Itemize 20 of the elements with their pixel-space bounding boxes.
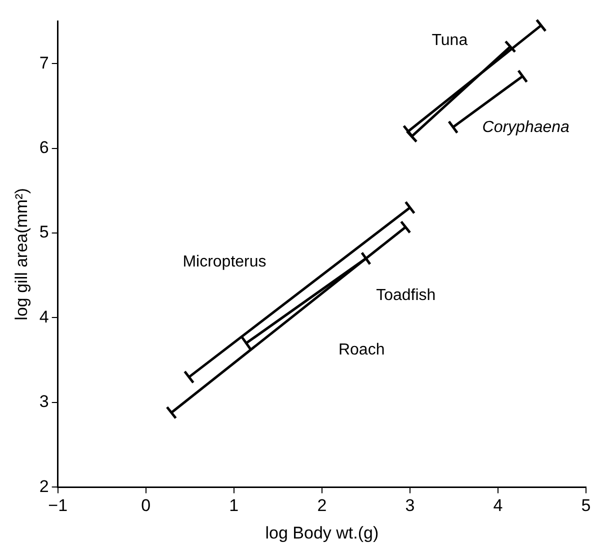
x-tick-label: 1 bbox=[229, 496, 239, 516]
y-tick-label: 3 bbox=[39, 392, 49, 412]
y-tick-label: 2 bbox=[39, 476, 49, 496]
y-tick-label: 7 bbox=[39, 53, 49, 72]
x-tick-label: 5 bbox=[581, 496, 591, 516]
series-label: Coryphaena bbox=[482, 119, 570, 136]
y-tick-label: 5 bbox=[39, 222, 49, 242]
x-tick-label: 0 bbox=[141, 496, 151, 516]
text: Roach bbox=[338, 341, 385, 358]
series-label: Toadfish bbox=[376, 287, 436, 304]
x-tick-label: 2 bbox=[317, 496, 327, 516]
y-tick-label: 4 bbox=[39, 307, 49, 326]
y-tick-label: 6 bbox=[39, 138, 49, 157]
x-axis-title: log Body wt.(g) bbox=[265, 523, 379, 542]
x-tick-label: 3 bbox=[405, 496, 415, 516]
x-tick-label: 4 bbox=[493, 496, 503, 516]
y-axis-title: log gill area(mm²) bbox=[12, 188, 31, 320]
x-tick-label: −1 bbox=[48, 496, 68, 516]
text: Micropterus bbox=[182, 254, 266, 271]
series-label: Tuna bbox=[432, 32, 468, 49]
